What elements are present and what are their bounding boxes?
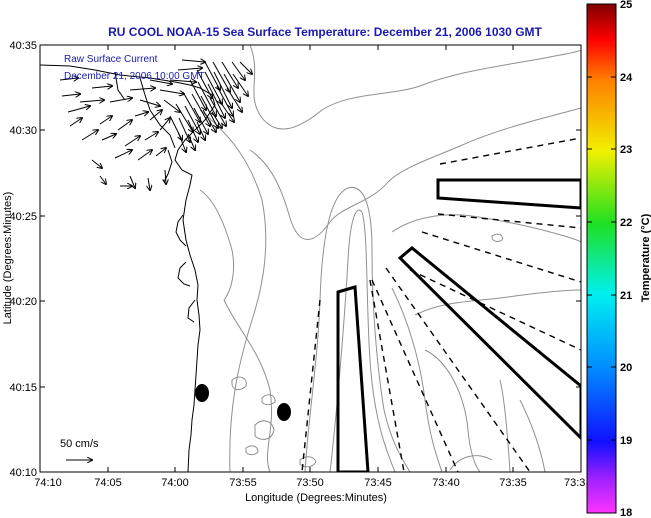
colorbar-tick-label: 18: [620, 507, 632, 518]
temperature-colorbar: 25 24 23 22 21 20 19 18 Temperature (°C): [586, 0, 651, 518]
x-axis-label: Longitude (Degrees:Minutes): [245, 492, 387, 504]
x-tick-label: 73:50: [296, 477, 324, 489]
colorbar-tick-label: 24: [620, 72, 633, 84]
x-tick-label: 73:3: [564, 477, 585, 489]
colorbar-gradient: [586, 3, 617, 514]
y-tick-label: 40:35: [9, 40, 37, 52]
y-tick-marks: [40, 129, 581, 388]
figure-title: RU COOL NOAA-15 Sea Surface Temperature:…: [108, 25, 542, 39]
y-tick-labels: 40:35 40:30 40:25 40:20 40:15 40:10: [9, 40, 37, 479]
map-plot: Raw Surface Current December 21, 2006 10…: [40, 45, 581, 472]
y-axis-label: Latitude (Degrees:Minutes): [2, 192, 14, 325]
x-tick-label: 73:45: [364, 477, 392, 489]
x-tick-label: 74:05: [94, 477, 122, 489]
colorbar-label: Temperature (°C): [640, 213, 651, 302]
x-tick-labels: 74:10 74:05 74:00 73:55 73:50 73:45 73:4…: [34, 477, 585, 489]
colorbar-tick-label: 21: [620, 290, 632, 302]
colorbar-tick-label: 20: [620, 362, 632, 374]
colorbar-tick-label: 25: [620, 0, 632, 11]
annotation-line-1: Raw Surface Current: [64, 54, 158, 65]
scale-label: 50 cm/s: [60, 438, 99, 450]
y-tick-label: 40:20: [9, 296, 37, 308]
x-tick-label: 73:55: [229, 477, 257, 489]
colorbar-tick-label: 19: [620, 435, 632, 447]
y-tick-label: 40:30: [9, 125, 37, 137]
x-tick-label: 73:40: [432, 477, 460, 489]
radar-beam-outlines: [336, 178, 581, 472]
y-tick-label: 40:25: [9, 211, 37, 223]
x-tick-label: 74:00: [161, 477, 189, 489]
mooring-marker-1: [195, 384, 209, 402]
mooring-marker-2: [277, 403, 291, 421]
colorbar-tick-label: 22: [620, 217, 632, 229]
colorbar-ticks: [587, 76, 616, 441]
radar-coverage-dashed-lines: [301, 137, 581, 472]
annotation-line-2: December 21, 2006 10:00 GMT: [64, 71, 205, 82]
y-tick-label: 40:15: [9, 382, 37, 394]
x-tick-label: 74:10: [34, 477, 62, 489]
x-tick-label: 73:35: [499, 477, 527, 489]
x-tick-marks: [39, 45, 514, 472]
surface-current-vectors: [59, 60, 252, 190]
bathymetry-contours: [199, 45, 581, 472]
y-tick-label: 40:10: [9, 467, 37, 479]
colorbar-tick-label: 23: [620, 144, 632, 156]
